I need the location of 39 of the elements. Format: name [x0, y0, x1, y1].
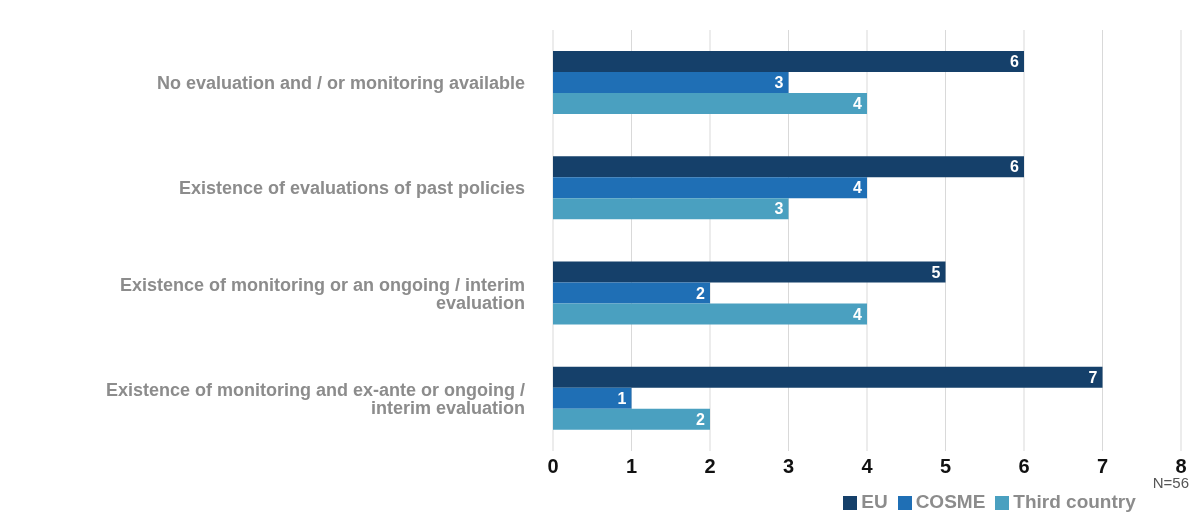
bar — [553, 198, 789, 220]
x-tick-label: 6 — [1018, 455, 1030, 478]
bar — [553, 303, 867, 325]
legend-label: Third country — [1013, 491, 1136, 512]
x-tick-label: 0 — [547, 455, 559, 478]
bar — [553, 156, 1024, 178]
x-tick-label: 7 — [1096, 455, 1109, 478]
y-tick-label: Existence of monitoring or an ongoing / interim evaluation — [119, 274, 525, 313]
data-label: 5 — [931, 263, 941, 281]
bar — [553, 408, 710, 430]
data-label: 2 — [696, 410, 706, 428]
bar — [553, 93, 867, 115]
x-tick-label: 4 — [861, 455, 874, 478]
bar — [553, 282, 710, 304]
x-tick-label: 3 — [782, 455, 795, 478]
legend-label: COSME — [915, 491, 986, 512]
bar — [553, 387, 632, 409]
y-tick-label: No evaluation and / or monitoring available — [156, 73, 525, 94]
data-label: 2 — [696, 284, 706, 302]
bar — [553, 72, 789, 94]
y-tick-label: Existence of monitoring and ex-ante or ongoing / interim evaluation — [105, 379, 525, 418]
bar — [553, 177, 867, 199]
data-label: 4 — [853, 95, 863, 113]
data-label: 7 — [1088, 368, 1098, 386]
x-tick-label: 1 — [625, 455, 638, 478]
data-label: 1 — [617, 389, 627, 407]
legend-label: EU — [861, 491, 888, 512]
x-tick-label: 2 — [704, 455, 716, 478]
data-label: 4 — [853, 305, 863, 323]
y-tick-label: Existence of evaluations of past policies — [178, 178, 525, 199]
data-label: 4 — [853, 179, 863, 197]
data-label: 3 — [774, 200, 784, 218]
data-label: 6 — [1010, 53, 1020, 71]
bar — [553, 261, 946, 283]
data-label: 3 — [774, 74, 784, 92]
data-label: 6 — [1010, 158, 1020, 176]
x-tick-label: 5 — [939, 455, 952, 478]
bar — [553, 366, 1103, 388]
bar — [553, 51, 1024, 73]
